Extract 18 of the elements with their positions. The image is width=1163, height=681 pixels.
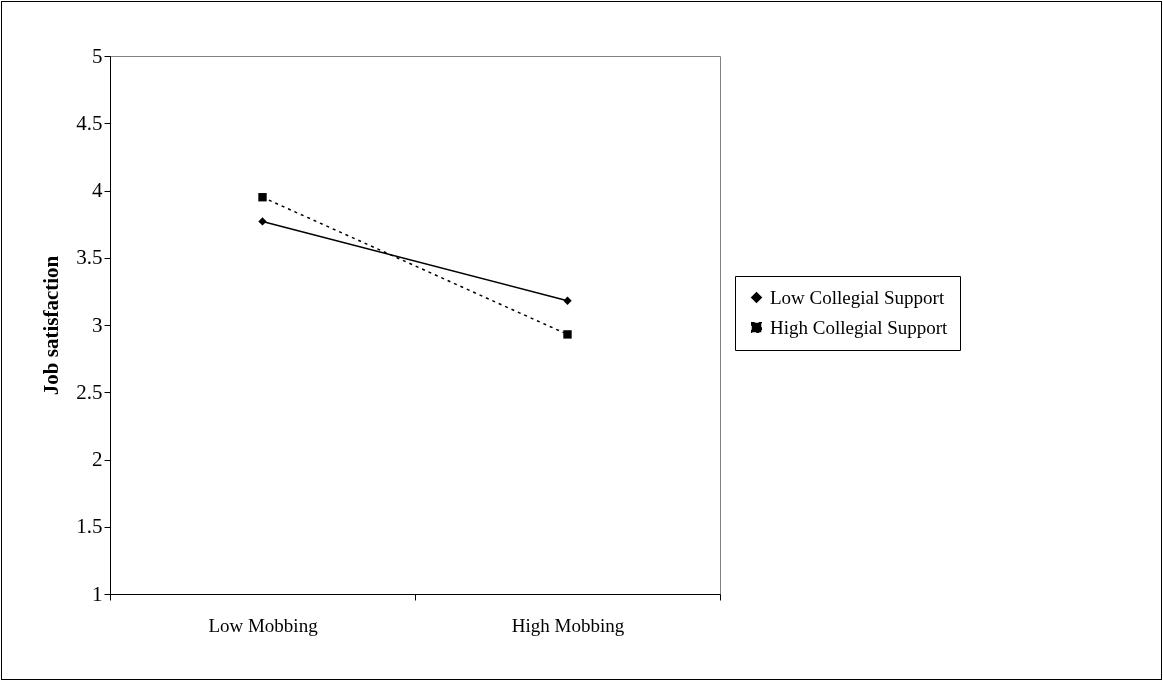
y-tick-label: 5 [92, 43, 103, 68]
point [258, 217, 267, 226]
x-tick-label: Low Mobbing [208, 614, 319, 636]
legend-label: High Collegial Support [770, 316, 949, 338]
point [563, 330, 572, 339]
y-tick-label: 4 [92, 178, 103, 202]
y-tick-label: 3.5 [76, 245, 103, 270]
y-tick-label: 2 [92, 447, 103, 471]
y-axis-title: Job satisfaction [39, 255, 64, 396]
y-tick-label: 1.5 [76, 514, 103, 539]
y-tick-label: 1 [92, 581, 103, 606]
legend-label: Low Collegial Support [770, 286, 945, 308]
y-tick-label: 3 [92, 312, 103, 337]
point [563, 296, 572, 305]
x-tick-label: High Mobbing [511, 614, 625, 636]
point [258, 193, 267, 202]
y-tick-label: 2.5 [76, 379, 103, 404]
y-tick-label: 4.5 [76, 110, 103, 135]
